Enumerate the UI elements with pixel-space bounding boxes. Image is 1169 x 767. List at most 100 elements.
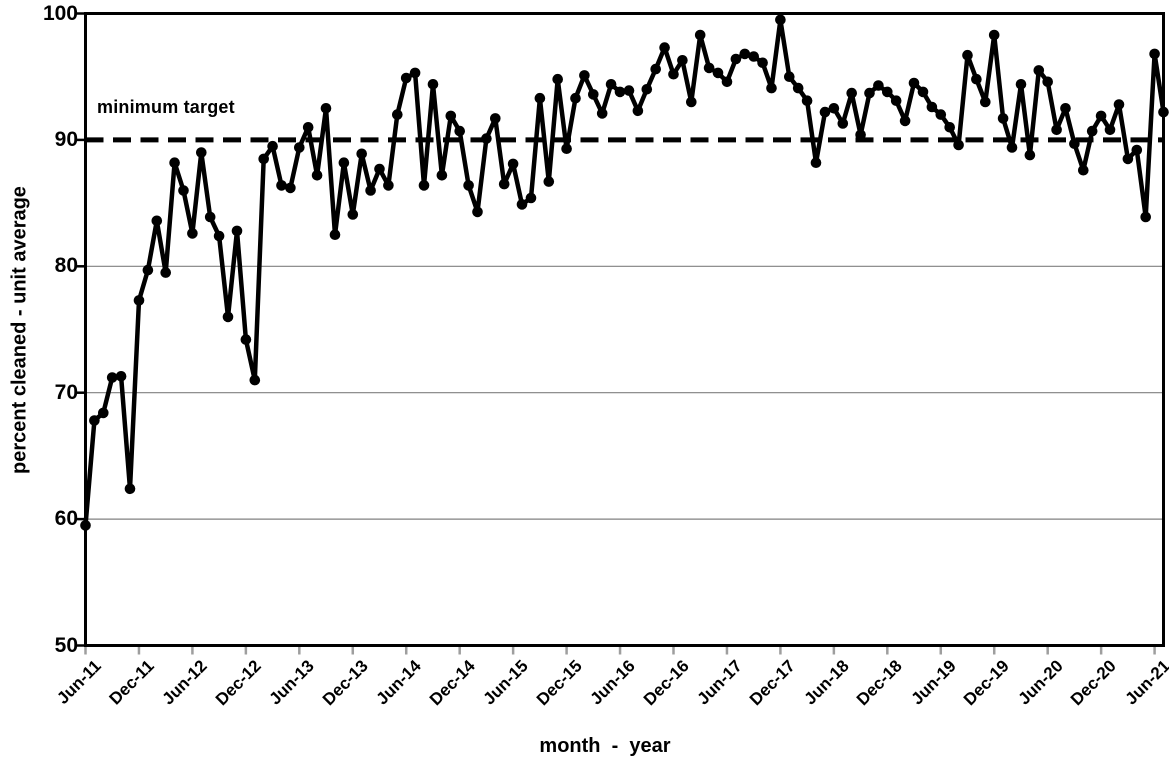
data-point <box>552 73 563 85</box>
data-point <box>917 86 929 98</box>
data-point <box>962 49 973 61</box>
data-point <box>1015 79 1027 90</box>
data-point <box>516 199 528 210</box>
data-point <box>1069 138 1080 149</box>
data-point <box>757 57 768 69</box>
data-point <box>1024 149 1036 161</box>
data-point <box>890 95 902 106</box>
data-point <box>534 92 546 104</box>
x-axis-title: month - year <box>539 735 671 757</box>
data-point <box>507 158 519 170</box>
data-point <box>739 48 751 60</box>
data-point <box>988 29 1000 41</box>
data-point <box>588 89 599 100</box>
data-point <box>178 185 189 196</box>
data-point <box>294 142 305 153</box>
data-point <box>258 153 270 165</box>
data-point <box>374 163 385 175</box>
data-point <box>579 70 590 81</box>
plot-border <box>84 12 1165 647</box>
data-point <box>187 228 198 239</box>
data-point <box>1104 124 1116 136</box>
data-point <box>1095 110 1107 122</box>
data-point <box>766 82 777 94</box>
data-point <box>472 206 483 218</box>
y-tick-label-60: 60 <box>54 507 78 531</box>
data-point <box>721 76 733 88</box>
data-point <box>641 84 653 95</box>
data-point <box>819 106 831 118</box>
data-point <box>204 211 216 223</box>
data-point <box>543 176 555 187</box>
data-point <box>953 139 964 151</box>
data-point <box>712 67 724 79</box>
data-point <box>810 157 822 168</box>
data-point <box>614 86 626 98</box>
data-point <box>1078 164 1089 176</box>
data-point <box>748 51 759 62</box>
data-line <box>83 17 1166 528</box>
data-point <box>400 72 412 84</box>
data-point <box>338 157 350 168</box>
data-point <box>899 115 911 127</box>
target-line-annotation: minimum target <box>97 97 235 117</box>
data-point <box>392 109 403 120</box>
data-point <box>196 147 207 158</box>
data-point <box>935 109 947 120</box>
data-point <box>730 53 742 65</box>
data-point <box>124 483 136 495</box>
data-point <box>792 82 804 94</box>
data-point <box>160 267 171 278</box>
data-point <box>1042 76 1053 88</box>
data-point <box>784 71 795 82</box>
data-point <box>1060 103 1071 114</box>
data-point <box>347 209 359 220</box>
data-point <box>98 407 109 419</box>
data-point <box>329 229 341 240</box>
data-point <box>980 96 991 108</box>
data-point <box>276 180 287 191</box>
data-point <box>454 125 466 137</box>
data-point <box>311 170 323 181</box>
data-point <box>115 371 127 382</box>
data-point <box>285 182 296 194</box>
y-tick-label-80: 80 <box>54 254 78 278</box>
data-point <box>267 140 278 152</box>
data-point <box>142 264 154 276</box>
y-tick-label-100: 100 <box>42 1 78 25</box>
data-point <box>596 108 608 119</box>
data-point <box>570 92 581 104</box>
data-point <box>1131 144 1143 156</box>
data-point <box>80 520 91 531</box>
data-point <box>151 215 163 227</box>
data-point <box>908 77 920 89</box>
data-point <box>1140 211 1151 223</box>
data-point <box>828 103 840 114</box>
data-point <box>320 103 332 114</box>
data-point <box>481 133 492 144</box>
data-point <box>864 87 875 99</box>
data-point <box>997 113 1009 124</box>
data-point <box>668 68 679 80</box>
data-point <box>801 95 813 106</box>
data-point <box>623 85 635 96</box>
data-point <box>356 148 368 160</box>
data-point <box>427 79 439 90</box>
data-point <box>1122 153 1134 165</box>
data-point <box>249 374 261 386</box>
data-point <box>561 143 572 154</box>
data-point <box>383 180 394 191</box>
data-point <box>222 311 234 323</box>
data-point <box>231 225 243 237</box>
data-point <box>418 180 430 191</box>
data-point <box>106 372 118 383</box>
data-point <box>213 230 225 242</box>
data-point <box>703 62 715 74</box>
data-point <box>1086 125 1098 137</box>
data-point <box>1113 99 1125 110</box>
data-point <box>677 55 688 66</box>
data-point <box>686 96 697 108</box>
data-point <box>302 122 314 133</box>
data-point <box>694 29 706 41</box>
